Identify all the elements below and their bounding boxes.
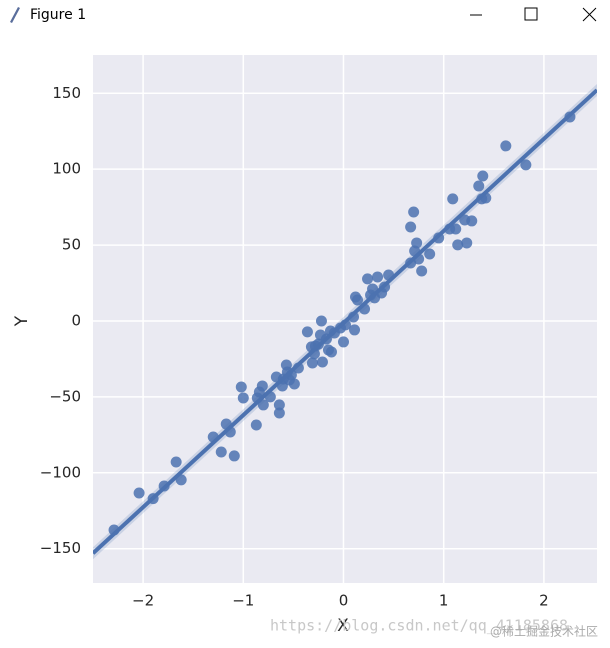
scatter-point xyxy=(452,239,464,251)
scatter-point xyxy=(424,248,436,260)
x-tick-label: −2 xyxy=(132,592,154,610)
scatter-point xyxy=(256,380,268,392)
scatter-point xyxy=(362,273,374,285)
scatter-point xyxy=(301,326,313,338)
scatter-point xyxy=(337,336,349,348)
scatter-point xyxy=(235,381,247,393)
scatter-point xyxy=(237,392,249,404)
scatter-point xyxy=(372,271,384,283)
scatter-point xyxy=(405,221,417,233)
scatter-point xyxy=(466,215,478,227)
y-tick-label: −100 xyxy=(40,463,81,481)
maximize-button[interactable] xyxy=(524,7,538,21)
app-icon xyxy=(10,7,20,23)
scatter-point xyxy=(315,315,327,327)
scatter-point xyxy=(306,357,318,369)
y-tick-label: 50 xyxy=(62,236,81,254)
scatter-point xyxy=(477,170,489,182)
scatter-point xyxy=(273,399,285,411)
scatter-point xyxy=(408,206,420,218)
y-tick-label: 100 xyxy=(52,160,81,178)
scatter-point xyxy=(447,193,459,205)
window-title: Figure 1 xyxy=(30,7,86,23)
x-tick-label: 0 xyxy=(339,592,349,610)
scatter-point xyxy=(316,356,328,368)
x-tick-label: 1 xyxy=(439,592,449,610)
y-tick-label: −150 xyxy=(40,539,81,557)
scatter-point xyxy=(450,223,462,235)
y-tick-label: 150 xyxy=(52,84,81,102)
scatter-point xyxy=(416,265,428,277)
regression-line xyxy=(93,88,597,555)
x-axis-label: X xyxy=(337,616,349,636)
scatter-point xyxy=(250,419,262,431)
y-tick-label: −50 xyxy=(49,387,81,405)
scatter-point xyxy=(257,399,269,411)
scatter-point xyxy=(349,324,361,336)
scatter-point xyxy=(411,237,423,249)
scatter-point xyxy=(520,159,532,171)
y-tick-label: 0 xyxy=(71,311,81,329)
scatter-point xyxy=(473,180,485,192)
scatter-point xyxy=(461,237,473,249)
title-bar xyxy=(0,0,610,30)
scatter-point xyxy=(352,294,364,306)
y-axis-label: Y xyxy=(12,315,32,327)
watermark: https://blog.csdn.net/qq_41185868 xyxy=(270,617,568,635)
scatter-point xyxy=(215,446,227,458)
close-button[interactable] xyxy=(582,7,597,22)
x-tick-label: −1 xyxy=(232,592,254,610)
scatter-point xyxy=(325,346,337,358)
scatter-point xyxy=(273,407,285,419)
scatter-point xyxy=(170,456,182,468)
x-tick-label: 2 xyxy=(539,592,549,610)
scatter-point xyxy=(500,140,512,152)
scatter-point xyxy=(133,487,145,499)
scatter-point xyxy=(288,378,300,390)
watermark: @稀土掘金技术社区 xyxy=(490,624,598,639)
scatter-point xyxy=(228,450,240,462)
